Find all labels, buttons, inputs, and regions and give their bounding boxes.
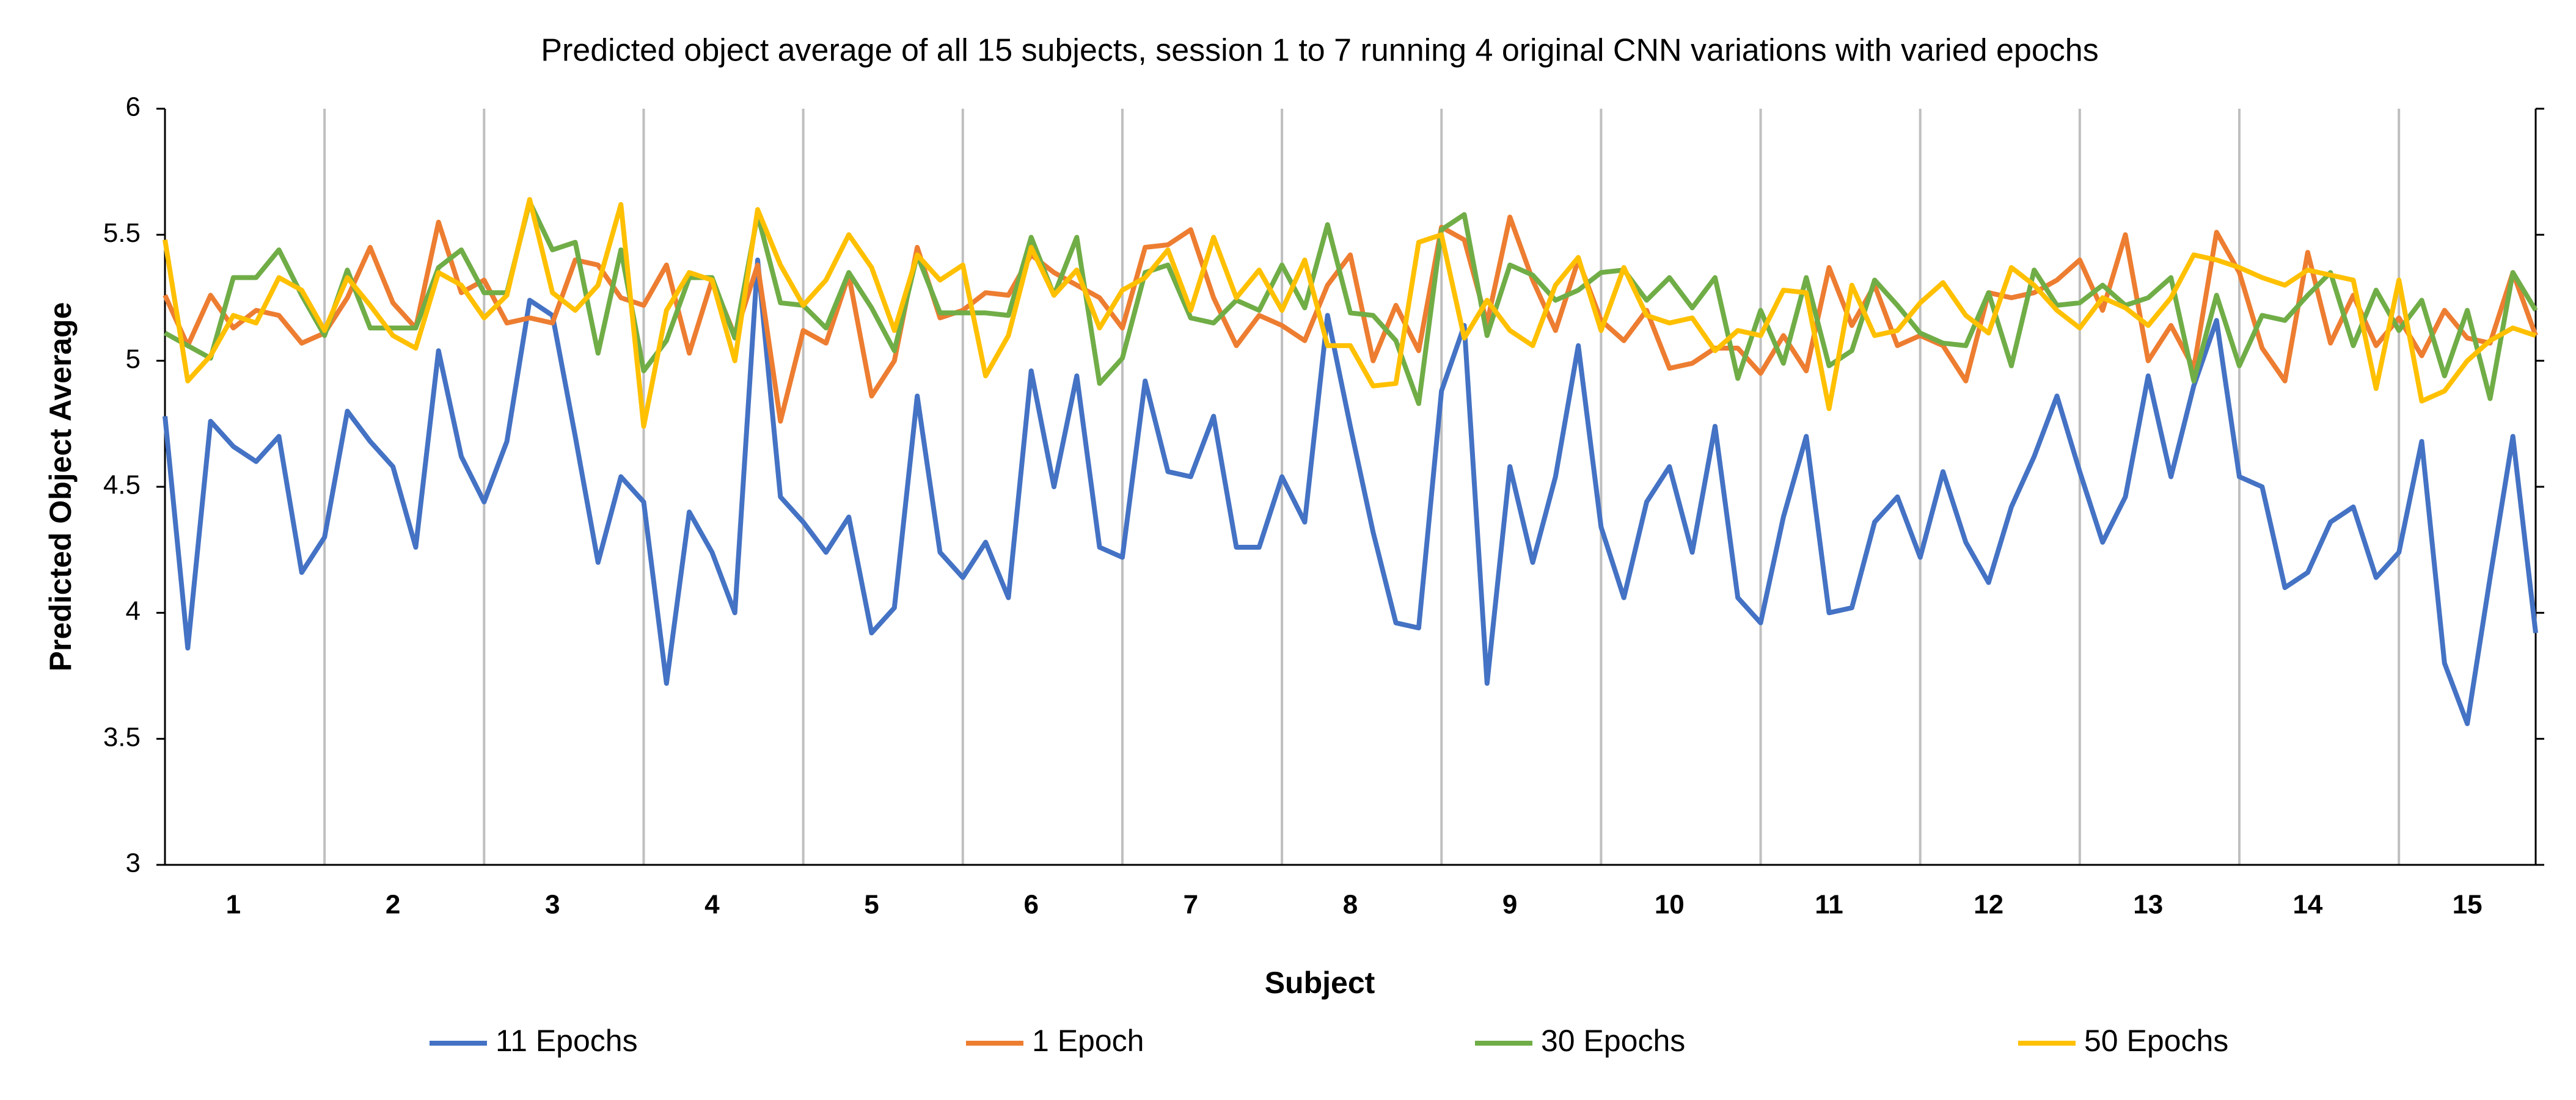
x-tick-label: 13 <box>2133 890 2163 920</box>
x-tick-label: 14 <box>2292 890 2322 920</box>
x-tick-label: 15 <box>2453 890 2483 920</box>
x-tick-label: 11 <box>1815 890 1843 920</box>
y-tick-label: 3.5 <box>103 722 141 752</box>
legend-label: 11 Epochs <box>496 1024 638 1058</box>
legend-label: 50 Epochs <box>2084 1024 2228 1058</box>
y-tick-label: 6 <box>126 92 141 122</box>
y-tick-label: 3 <box>126 848 141 878</box>
y-tick-label: 5.5 <box>103 218 141 248</box>
x-tick-label: 8 <box>1343 890 1358 920</box>
y-tick-label: 5 <box>126 344 141 374</box>
x-tick-label: 4 <box>704 890 720 920</box>
series-line <box>163 257 2538 726</box>
legend-label: 30 Epochs <box>1541 1024 1685 1058</box>
x-tick-label: 1 <box>226 890 241 920</box>
x-tick-label: 12 <box>1974 890 2003 920</box>
series-line <box>164 199 2538 406</box>
legend-label: 1 Epoch <box>1032 1024 1144 1058</box>
x-tick-label: 3 <box>545 890 560 920</box>
y-tick-label: 4.5 <box>103 470 141 500</box>
x-tick-label: 10 <box>1655 890 1685 920</box>
y-tick-label: 4 <box>126 596 141 626</box>
x-tick-label: 6 <box>1023 890 1038 920</box>
y-axis-title: Predicted Object Average <box>43 302 78 672</box>
x-tick-label: 9 <box>1502 890 1517 920</box>
series-line <box>163 197 2537 429</box>
x-axis-title: Subject <box>1265 966 1375 1000</box>
x-tick-label: 5 <box>864 890 879 920</box>
x-tick-label: 7 <box>1184 890 1198 920</box>
chart-title: Predicted object average of all 15 subje… <box>541 33 2098 68</box>
x-tick-label: 2 <box>386 890 400 920</box>
